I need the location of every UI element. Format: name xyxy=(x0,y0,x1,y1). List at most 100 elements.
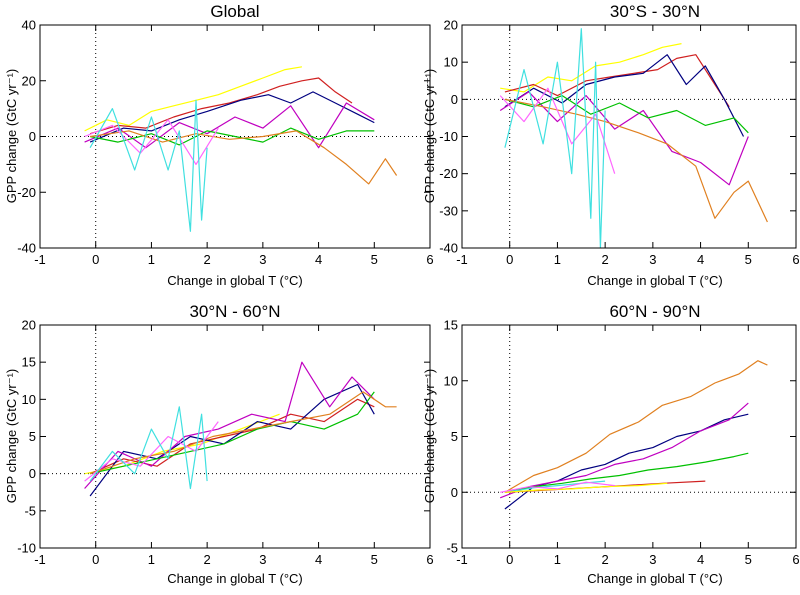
y-tick-label: -5 xyxy=(24,503,36,518)
x-tick-label: 0 xyxy=(92,552,99,567)
series-group xyxy=(84,361,397,497)
y-tick-label: -10 xyxy=(439,129,458,144)
series-line-4 xyxy=(504,452,749,493)
y-tick-label: 10 xyxy=(444,55,458,70)
x-tick-label: 4 xyxy=(697,252,704,267)
y-tick-label: 15 xyxy=(22,355,36,370)
series-line-7 xyxy=(84,421,219,482)
series-line-7 xyxy=(504,482,668,493)
x-tick-label: 0 xyxy=(92,252,99,267)
y-tick-label: 5 xyxy=(29,429,36,444)
x-tick-label: -1 xyxy=(456,252,468,267)
x-tick-label: 4 xyxy=(315,252,322,267)
x-tick-label: 1 xyxy=(148,252,155,267)
x-tick-label: 6 xyxy=(426,252,433,267)
x-tick-label: -1 xyxy=(456,552,468,567)
x-tick-label: 6 xyxy=(792,552,799,567)
y-tick-label: 0 xyxy=(451,92,458,107)
x-tick-label: 6 xyxy=(792,252,799,267)
series-group xyxy=(499,28,768,248)
series-line-5 xyxy=(504,94,749,134)
x-tick-label: -1 xyxy=(34,552,46,567)
series-line-1 xyxy=(504,360,768,493)
series-line-7 xyxy=(84,119,219,165)
y-tick-label: 5 xyxy=(451,429,458,444)
x-tick-label: 4 xyxy=(697,552,704,567)
y-tick-label: -40 xyxy=(17,241,36,256)
x-tick-label: 2 xyxy=(204,252,211,267)
series-line-4 xyxy=(84,361,375,489)
x-tick-label: 4 xyxy=(315,552,322,567)
series-line-5 xyxy=(89,391,375,475)
y-tick-label: -20 xyxy=(17,185,36,200)
x-tick-label: 3 xyxy=(259,252,266,267)
x-tick-label: 0 xyxy=(506,552,513,567)
x-tick-label: 5 xyxy=(371,552,378,567)
x-tick-label: 1 xyxy=(148,552,155,567)
x-tick-label: 2 xyxy=(602,252,609,267)
y-tick-label: 0 xyxy=(29,129,36,144)
series-line-8 xyxy=(89,99,208,232)
y-tick-label: 15 xyxy=(444,318,458,333)
y-axis-label-global: GPP change (GtC yr⁻¹) xyxy=(4,69,19,204)
x-tick-label: 3 xyxy=(649,252,656,267)
y-tick-label: 20 xyxy=(444,18,458,33)
x-tick-label: 5 xyxy=(745,252,752,267)
x-axis-label-midlat: Change in global T (°C) xyxy=(167,571,303,586)
y-tick-label: 0 xyxy=(29,466,36,481)
y-tick-label: 10 xyxy=(22,392,36,407)
panel-title-tropics: 30°S - 30°N xyxy=(610,2,700,21)
panel-title-highlat: 60°N - 90°N xyxy=(609,302,700,321)
y-tick-label: -20 xyxy=(439,166,458,181)
series-line-3 xyxy=(89,91,375,143)
panel-global: Global Change in global T (°C) GPP chang… xyxy=(4,2,303,288)
series-line-6 xyxy=(504,98,768,223)
x-tick-label: 1 xyxy=(554,252,561,267)
series-line-7 xyxy=(499,87,616,174)
x-tick-label: 5 xyxy=(745,552,752,567)
x-tick-label: 2 xyxy=(204,552,211,567)
x-tick-label: 0 xyxy=(506,252,513,267)
y-tick-label: 40 xyxy=(22,18,36,33)
x-axis-label-global: Change in global T (°C) xyxy=(167,273,303,288)
series-line-3 xyxy=(499,402,749,499)
series-group xyxy=(499,360,768,510)
y-axis-label-midlat: GPP change (GtC yr⁻¹) xyxy=(4,369,19,504)
y-tick-label: 20 xyxy=(22,73,36,88)
x-axis-label-tropics: Change in global T (°C) xyxy=(587,273,723,288)
series-line-6 xyxy=(89,391,397,475)
x-axis-label-highlat: Change in global T (°C) xyxy=(587,571,723,586)
series-line-8 xyxy=(500,481,615,493)
series-line-5 xyxy=(89,127,375,146)
series-group xyxy=(84,66,398,232)
plot-frame xyxy=(461,324,797,549)
series-line-8 xyxy=(504,28,606,248)
series-line-2 xyxy=(89,77,353,135)
panel-title-global: Global xyxy=(210,2,259,21)
x-tick-label: 5 xyxy=(371,252,378,267)
y-tick-label: -30 xyxy=(439,203,458,218)
x-tick-label: -1 xyxy=(34,252,46,267)
panel-midlat: 30°N - 60°N Change in global T (°C) GPP … xyxy=(4,302,303,586)
y-tick-label: -5 xyxy=(446,541,458,556)
series-line-4 xyxy=(84,102,375,149)
plot-area-global: -1 0 1 2 3 4 5 6 -40 -20 0 20 40 xyxy=(17,18,433,268)
series-line-8 xyxy=(89,406,208,490)
plot-frame xyxy=(461,24,797,249)
y-tick-label: -40 xyxy=(439,241,458,256)
y-tick-label: 0 xyxy=(451,485,458,500)
x-tick-label: 2 xyxy=(602,552,609,567)
x-tick-label: 3 xyxy=(649,552,656,567)
panel-title-midlat: 30°N - 60°N xyxy=(189,302,280,321)
x-tick-label: 3 xyxy=(259,552,266,567)
x-tick-label: 1 xyxy=(554,552,561,567)
y-tick-label: 10 xyxy=(444,373,458,388)
y-tick-label: 20 xyxy=(22,318,36,333)
x-tick-label: 6 xyxy=(426,552,433,567)
plot-area-highlat: -1 0 1 2 3 4 5 6 -5 0 5 10 15 xyxy=(444,318,800,568)
series-line-6 xyxy=(90,130,398,185)
